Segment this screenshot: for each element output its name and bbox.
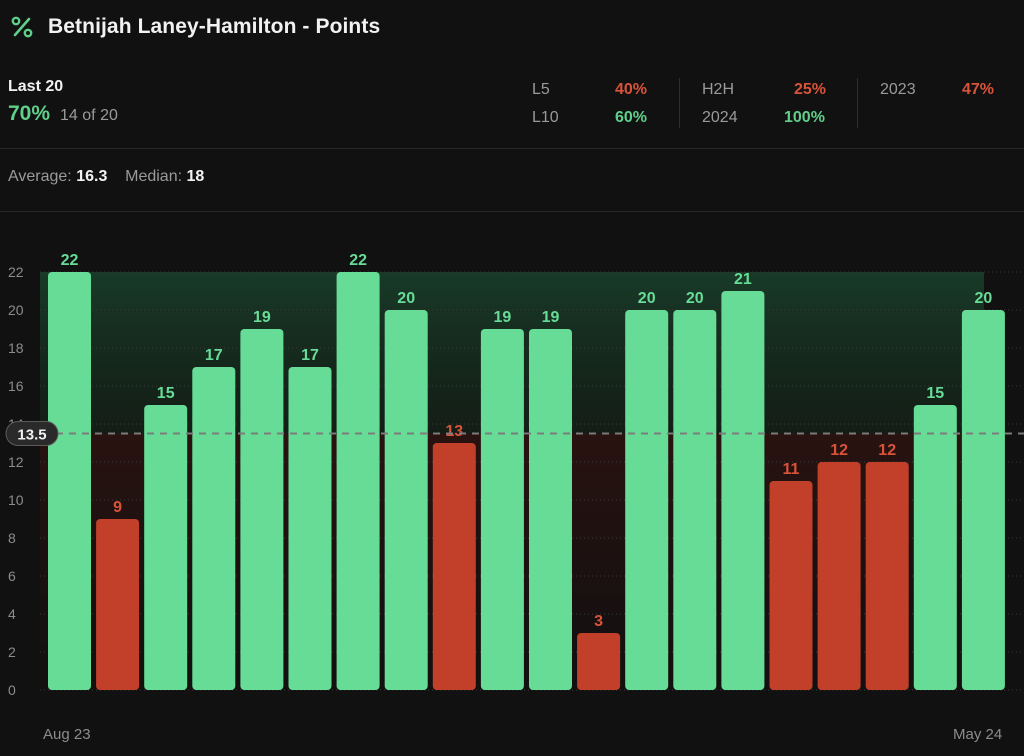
stat-2023-value: 47% [962, 81, 995, 98]
bar-value-label: 9 [113, 499, 122, 516]
bar-value-label: 13 [445, 423, 463, 440]
y-tick-label: 16 [8, 378, 24, 394]
y-tick-label: 0 [8, 682, 16, 698]
y-tick-label: 6 [8, 568, 16, 584]
bar-value-label: 22 [349, 252, 367, 269]
divider [679, 78, 680, 128]
stat-2023-key: 2023 [880, 81, 916, 98]
threshold-label: 13.5 [17, 427, 46, 444]
median-label: Median: [125, 168, 183, 185]
y-tick-label: 18 [8, 340, 24, 356]
bar-value-label: 19 [542, 309, 560, 326]
stat-l10-value: 60% [615, 109, 648, 126]
stat-2023: 2023 47% [880, 81, 994, 99]
bar-value-label: 20 [686, 290, 704, 307]
y-tick-label: 2 [8, 644, 16, 660]
bar-value-label: 17 [205, 347, 223, 364]
bar-value-label: 3 [594, 613, 603, 630]
bar [577, 633, 621, 690]
x-start-label: Aug 23 [43, 726, 91, 743]
divider [857, 78, 858, 128]
x-end-label: May 24 [953, 726, 1003, 743]
bar [336, 272, 380, 690]
bar-value-label: 12 [830, 442, 848, 459]
y-tick-label: 20 [8, 302, 24, 318]
bar [865, 462, 909, 690]
bar [96, 519, 140, 690]
y-tick-label: 8 [8, 530, 16, 546]
stat-l5: L5 40% [532, 81, 647, 99]
bar-value-label: 15 [926, 385, 944, 402]
section-divider [0, 148, 1024, 149]
stat-2024-key: 2024 [702, 109, 738, 126]
bar-value-label: 21 [734, 271, 752, 288]
average-value: 16.3 [76, 168, 108, 185]
stat-h2h-value: 25% [794, 81, 827, 98]
bar [769, 481, 813, 690]
median-value: 18 [186, 168, 205, 185]
bar-value-label: 19 [253, 309, 271, 326]
y-tick-label: 22 [8, 264, 24, 280]
page-title: Betnijah Laney-Hamilton - Points [48, 15, 381, 38]
section-divider [0, 211, 1024, 212]
bar [240, 329, 284, 690]
bar [384, 310, 428, 690]
percent-icon [11, 16, 33, 38]
bar [625, 310, 669, 690]
hit-rate-value: 70% [8, 102, 51, 125]
summary-label: Last 20 [8, 78, 64, 95]
bar [288, 367, 332, 690]
bar [913, 405, 957, 690]
stat-h2h: H2H 25% [702, 81, 826, 99]
stat-l5-key: L5 [532, 81, 550, 98]
average-median-row: Average: 16.3 Median: 18 [8, 168, 204, 186]
bar-value-label: 17 [301, 347, 319, 364]
bar [529, 329, 572, 690]
bar [48, 272, 91, 690]
stat-2024-value: 100% [784, 109, 825, 126]
bar-value-label: 15 [157, 385, 175, 402]
bar-value-label: 22 [61, 252, 79, 269]
threshold-badge [5, 421, 59, 446]
stat-h2h-key: H2H [702, 81, 735, 98]
bar-value-label: 12 [878, 442, 896, 459]
bar-value-label: 20 [975, 290, 993, 307]
bar-value-label: 20 [397, 290, 415, 307]
bar [817, 462, 861, 690]
y-tick-label: 4 [8, 606, 16, 622]
bar-value-label: 20 [638, 290, 656, 307]
y-tick-label: 10 [8, 492, 24, 508]
bar [480, 329, 524, 690]
bar [144, 405, 188, 690]
bar [721, 291, 765, 690]
bar [961, 310, 1005, 690]
points-bar-chart: 0246810121416182022229151719172220131919… [5, 252, 1024, 698]
stat-l10-key: L10 [532, 109, 559, 126]
hit-count: 14 of 20 [60, 107, 118, 124]
bar-value-label: 19 [494, 309, 512, 326]
bar [673, 310, 717, 690]
y-tick-label: 12 [8, 454, 24, 470]
bar [192, 367, 236, 690]
stat-l5-value: 40% [615, 81, 648, 98]
bar-value-label: 11 [783, 461, 800, 478]
average-label: Average: [8, 168, 72, 185]
hit-rate-summary: Last 20 70% 14 of 20 [8, 78, 118, 126]
header: Betnijah Laney-Hamilton - Points [10, 12, 380, 42]
stat-2024: 2024 100% [702, 109, 825, 127]
bar [432, 443, 476, 690]
stat-l10: L10 60% [532, 109, 647, 127]
